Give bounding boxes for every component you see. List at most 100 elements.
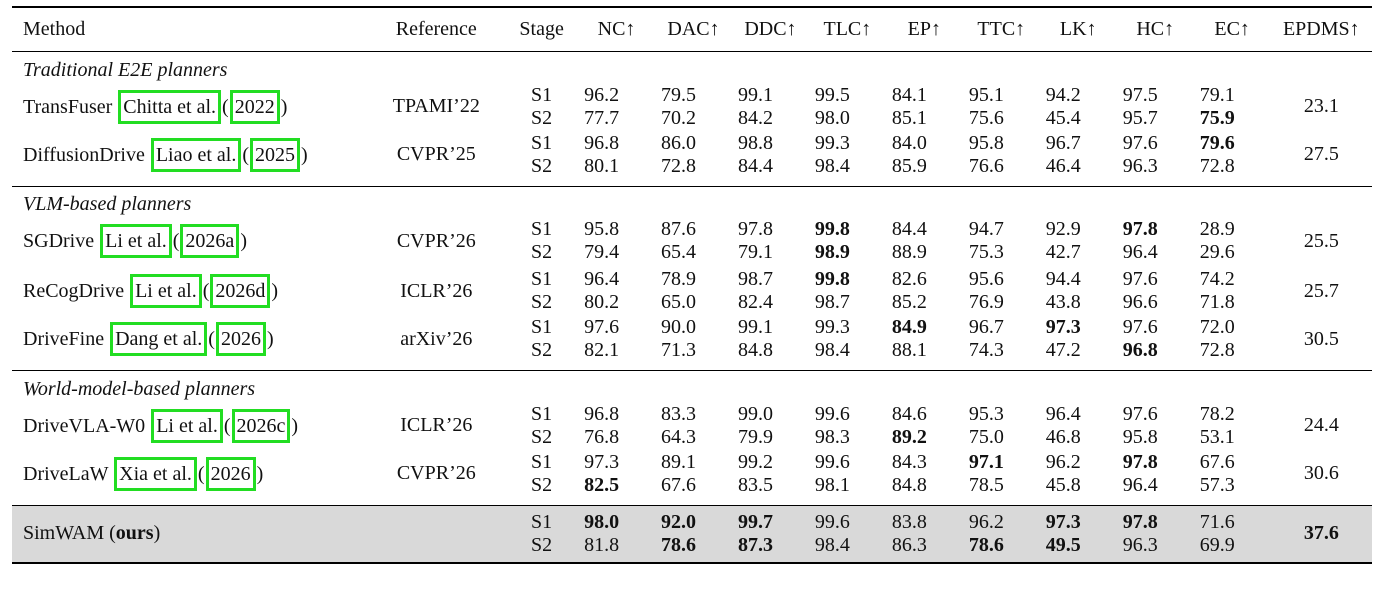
reference-cell: CVPR’26	[367, 216, 505, 266]
metric-value-s1: 84.1	[891, 83, 927, 106]
metric-lk-cell: 96.2 45.8	[1040, 451, 1117, 506]
metric-lk-cell: 96.7 46.4	[1040, 132, 1117, 187]
metric-hc-cell: 97.6 96.6	[1117, 266, 1194, 316]
method-row: TransFuser Chitta et al.(2022) TPAMI’22 S1…	[12, 82, 1372, 132]
metric-stack: 96.2 78.6	[963, 511, 1040, 557]
metric-ep-cell: 84.3 84.8	[886, 451, 963, 506]
metric-stack: 98.8 84.4	[732, 132, 809, 178]
metric-value-s2: 85.9	[891, 154, 927, 177]
stage-label: S1	[531, 402, 553, 425]
metric-value-s1: 96.2	[1045, 450, 1081, 473]
metric-stack: 78.2 53.1	[1194, 403, 1271, 449]
metric-tlc-cell: 99.6 98.1	[809, 451, 886, 506]
stage-label: S2	[531, 473, 553, 496]
metric-stack: 98.7 82.4	[732, 268, 809, 314]
metric-value-s1: 97.6	[584, 316, 620, 338]
metric-ttc-cell: 95.6 76.9	[963, 266, 1040, 316]
metric-stack: 84.0 85.9	[886, 132, 963, 178]
metric-ddc-cell: 99.1 84.8	[732, 316, 809, 371]
metric-value-s1: 99.6	[814, 402, 850, 425]
citation-author-link[interactable]: Li et al.	[100, 224, 172, 258]
metric-value-s1: 97.6	[1122, 268, 1158, 290]
metric-ec-cell: 72.0 72.8	[1194, 316, 1271, 371]
metric-stack: 99.8 98.9	[809, 218, 886, 264]
citation-year-link[interactable]: 2026	[205, 456, 256, 491]
group-header-row: World-model-based planners	[12, 370, 1372, 401]
stage-label: S2	[531, 533, 553, 556]
metric-value-s1: 79.5	[661, 83, 697, 106]
stage-cell: S1 S2	[505, 451, 578, 506]
method-row: DriveLaW Xia et al.(2026) CVPR’26 S1 S2 97.3…	[12, 451, 1372, 506]
metric-stack: 97.6 96.3	[1117, 132, 1194, 178]
metric-value-s2: 98.9	[814, 241, 850, 263]
metric-stack: 95.3 75.0	[963, 403, 1040, 449]
metric-value-s1: 83.8	[891, 510, 927, 533]
metric-value-s2: 98.4	[814, 533, 850, 556]
metric-value-s1: 96.4	[584, 268, 620, 290]
citation-author-link[interactable]: Chitta et al.	[118, 89, 222, 124]
stage-cell: S1 S2	[505, 316, 578, 371]
metric-value-s2: 76.9	[968, 291, 1004, 313]
citation-year-link[interactable]: 2026d	[210, 274, 271, 308]
metric-stack: 96.8 80.1	[578, 132, 655, 178]
metric-ep-cell: 82.6 85.2	[886, 266, 963, 316]
metric-ddc-cell: 99.1 84.2	[732, 82, 809, 132]
citation-author-link[interactable]: Liao et al.	[150, 137, 242, 172]
metric-value-s2: 78.6	[661, 533, 697, 556]
header-method: Method	[23, 18, 86, 40]
citation-year-link[interactable]: 2025	[250, 137, 301, 172]
header-dac: DAC↑	[667, 18, 720, 40]
stage-label: S2	[531, 106, 553, 129]
method-cell: DiffusionDrive Liao et al.(2025)	[12, 132, 367, 187]
citation-year-link[interactable]: 2026	[215, 322, 266, 356]
citation-author: Liao et al.	[155, 143, 237, 166]
metric-value-s2: 53.1	[1199, 425, 1235, 448]
citation-author-link[interactable]: Xia et al.	[114, 456, 197, 491]
epdms-value: 27.5	[1303, 143, 1339, 165]
stage-label: S1	[531, 450, 553, 473]
metric-value-s1: 79.6	[1199, 131, 1235, 154]
citation-author-link[interactable]: Dang et al.	[110, 322, 208, 356]
metric-value-s2: 98.1	[814, 473, 850, 496]
metric-ddc-cell: 99.0 79.9	[732, 401, 809, 451]
metric-ttc-cell: 95.8 76.6	[963, 132, 1040, 187]
metric-stack: 99.1 84.2	[732, 84, 809, 130]
reference-cell: CVPR’26	[367, 451, 505, 506]
group-title: Traditional E2E planners	[12, 52, 1372, 82]
metric-stack: 97.1 78.5	[963, 451, 1040, 497]
stage-label: S1	[531, 218, 553, 240]
metric-ddc-cell: 99.7 87.3	[731, 504, 809, 564]
metric-ttc-cell: 95.3 75.0	[963, 401, 1040, 451]
metric-value-s2: 89.2	[891, 425, 927, 448]
citation-author-link[interactable]: Li et al.	[130, 274, 202, 308]
metric-stack: 99.0 79.9	[732, 403, 809, 449]
metric-value-s1: 94.4	[1045, 268, 1081, 290]
citation-year-link[interactable]: 2022	[229, 89, 280, 124]
metric-value-s2: 72.8	[661, 154, 697, 177]
epdms-cell: 23.1	[1271, 82, 1372, 132]
citation-year: 2026d	[215, 280, 266, 302]
method-name: DriveFine	[23, 328, 105, 350]
citation-year-link[interactable]: 2026c	[231, 408, 291, 443]
metric-ddc-cell: 97.8 79.1	[732, 216, 809, 266]
metric-value-s1: 84.6	[891, 402, 927, 425]
metric-value-s2: 98.4	[814, 339, 850, 361]
epdms-value: 25.7	[1303, 279, 1339, 302]
citation-year-link[interactable]: 2026a	[180, 224, 240, 258]
metric-value-s2: 80.2	[584, 291, 620, 313]
epdms-value: 37.6	[1303, 522, 1339, 544]
metric-value-s1: 99.5	[814, 83, 850, 106]
metric-value-s1: 82.6	[891, 268, 927, 290]
metric-stack: 79.6 72.8	[1194, 132, 1271, 178]
citation-author: Li et al.	[105, 230, 167, 252]
stage-label: S2	[531, 425, 553, 448]
method-cell: DriveFine Dang et al.(2026)	[12, 316, 367, 371]
group-title-text: Traditional E2E planners	[23, 58, 228, 81]
metric-value-s1: 95.8	[968, 131, 1004, 154]
metric-stack: 99.1 84.8	[732, 316, 809, 362]
citation-author-link[interactable]: Li et al.	[151, 408, 223, 443]
metric-stack: 97.6 96.8	[1117, 316, 1194, 362]
metric-value-s2: 64.3	[661, 425, 697, 448]
metric-value-s1: 96.7	[1045, 131, 1081, 154]
epdms-value: 24.4	[1303, 414, 1339, 436]
